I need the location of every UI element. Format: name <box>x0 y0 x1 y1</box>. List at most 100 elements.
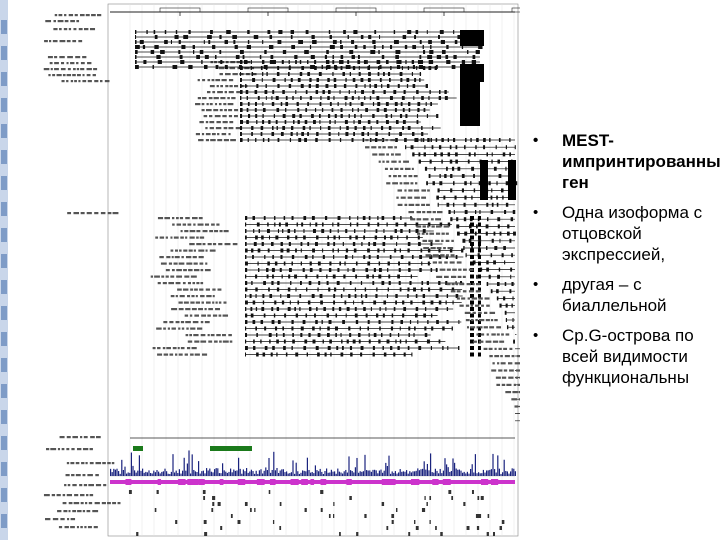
mrna-name-text <box>194 314 199 317</box>
gene-exon <box>219 50 222 54</box>
conservation-bar <box>209 468 211 476</box>
gene-exon <box>432 181 435 186</box>
gene-exon <box>348 114 350 118</box>
gene-exon <box>368 216 371 220</box>
mrna-exon <box>470 229 474 233</box>
mrna-name-text <box>168 262 173 265</box>
mrna-name-text <box>207 334 210 337</box>
conservation-bar <box>361 471 363 476</box>
est-name-text <box>496 333 500 336</box>
gene-exon <box>340 114 343 118</box>
gene-exon <box>245 248 248 253</box>
mrna-name-text <box>224 243 231 246</box>
est-name-text <box>421 232 425 235</box>
conservation-bar <box>196 472 198 476</box>
est-name-text <box>399 182 403 185</box>
mrna-exon <box>478 300 481 305</box>
gene-exon <box>255 138 257 142</box>
est-name-text <box>445 232 449 235</box>
conservation-bar <box>457 469 459 476</box>
conservation-bar <box>439 468 441 476</box>
gene-exon <box>326 60 330 64</box>
gene-exon <box>400 216 402 220</box>
gene-exon <box>364 287 367 292</box>
est-name-text <box>465 304 470 307</box>
gene-exon <box>345 313 347 318</box>
gene-exon <box>303 216 307 220</box>
track-label-text <box>64 14 67 17</box>
gene-exon <box>502 152 506 157</box>
gene-exon <box>514 145 516 150</box>
gene-exon <box>261 235 264 240</box>
gene-exon <box>309 261 312 266</box>
gene-exon <box>397 346 400 350</box>
conservation-bar <box>415 470 417 476</box>
gene-exon <box>387 268 389 272</box>
conservation-bar <box>334 471 336 476</box>
gene-exon <box>210 30 213 34</box>
mrna-name-text <box>193 269 200 272</box>
gene-exon <box>272 274 274 279</box>
gene-exon <box>504 310 507 315</box>
conservation-bar <box>465 473 467 476</box>
gene-exon <box>247 30 250 34</box>
gene-exon <box>295 235 298 240</box>
gene-exon <box>315 84 319 88</box>
mrna-name-text <box>202 230 208 233</box>
conservation-bar <box>433 472 435 476</box>
gene-name-text <box>236 91 241 94</box>
gene-exon <box>404 138 407 142</box>
gene-exon <box>212 45 216 49</box>
mrna-exon <box>478 248 481 253</box>
mrna-name-text <box>217 288 222 291</box>
conservation-bar <box>246 468 248 476</box>
mrna-name-text <box>205 301 211 304</box>
gene-exon <box>288 268 292 272</box>
est-name-text <box>435 218 441 221</box>
gene-exon <box>504 282 507 286</box>
gene-exon <box>427 55 433 59</box>
gene-exon <box>262 60 265 64</box>
est-name-text <box>511 355 515 358</box>
mrna-name-text <box>175 321 180 324</box>
gene-exon <box>496 181 498 186</box>
mrna-exon <box>470 287 474 292</box>
track-label-text <box>112 502 117 505</box>
gene-exon <box>320 126 322 130</box>
gene-exon <box>284 313 287 318</box>
gene-exon <box>307 242 310 246</box>
mrna-name-text <box>199 288 204 291</box>
mrna-name-text <box>218 301 222 304</box>
gene-exon <box>261 307 265 311</box>
gene-exon <box>451 287 455 292</box>
gene-exon <box>414 326 416 331</box>
conservation-bar <box>444 458 446 476</box>
gene-exon <box>316 274 319 279</box>
gene-exon <box>436 320 439 324</box>
track-label-text <box>66 448 70 451</box>
mrna-name-text <box>194 288 198 291</box>
mrna-exon <box>478 333 481 337</box>
bottom-track-mark <box>202 490 206 494</box>
track-label-text <box>76 526 79 529</box>
mrna-name-text <box>185 217 190 220</box>
gene-exon <box>281 274 283 279</box>
genome-browser-tracks <box>0 0 520 540</box>
conservation-bar <box>375 470 377 476</box>
gene-exon <box>311 114 314 118</box>
gene-exon <box>455 255 458 259</box>
gene-exon <box>417 320 419 324</box>
gene-exon <box>367 66 370 70</box>
gene-exon <box>325 84 329 88</box>
est-name-text <box>400 196 406 199</box>
est-name-text <box>464 311 471 314</box>
mrna-name-text <box>181 256 184 259</box>
mrna-exon <box>470 307 474 311</box>
est-name-text <box>485 340 492 343</box>
gene-exon <box>394 229 397 233</box>
gene-exon <box>283 346 286 350</box>
track-label-text <box>70 62 75 65</box>
conservation-bar <box>343 471 345 476</box>
gene-exon <box>257 261 259 266</box>
track-label-text <box>68 510 71 513</box>
